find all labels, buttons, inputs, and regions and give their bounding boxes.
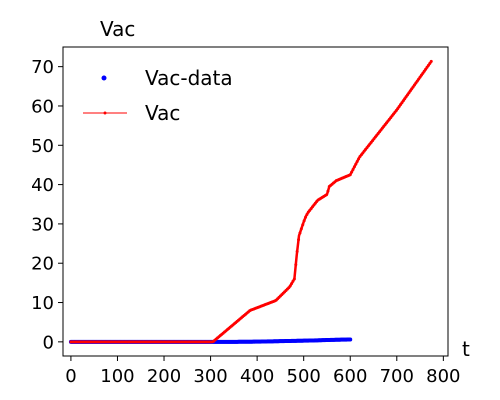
y-axis-ticks: 0 10 20 30 40 50 60 70: [31, 57, 63, 353]
line-marker: [291, 279, 295, 283]
line-marker: [292, 277, 296, 281]
y-tick-label: 0: [43, 332, 54, 353]
x-tick-label: 500: [287, 366, 321, 387]
plot-frame: [62, 46, 449, 357]
x-axis-label: t: [462, 337, 470, 361]
legend-marker-vac-data: [101, 75, 107, 81]
x-tick-label: 200: [147, 366, 181, 387]
line-marker: [304, 215, 308, 219]
x-tick-label: 600: [333, 366, 367, 387]
x-tick-label: 800: [426, 366, 460, 387]
y-axis-label: Vac: [100, 17, 135, 41]
line-marker: [305, 212, 309, 216]
line-marker: [299, 227, 303, 231]
x-axis-ticks: 0 100 200 300 400 500 600 700 800: [65, 356, 461, 387]
y-tick-label: 40: [31, 175, 54, 196]
x-tick-label: 0: [65, 366, 76, 387]
line-marker: [295, 249, 299, 253]
line-marker: [290, 282, 294, 286]
y-tick-label: 10: [31, 293, 54, 314]
line-marker: [429, 59, 433, 63]
y-tick-label: 30: [31, 214, 54, 235]
line-marker: [352, 165, 356, 169]
line-marker: [297, 238, 301, 242]
y-tick-label: 50: [31, 136, 54, 157]
series-line: [70, 60, 433, 344]
line-marker: [354, 162, 358, 166]
series-vac: [69, 59, 433, 344]
x-tick-label: 400: [240, 366, 274, 387]
line-marker: [348, 173, 352, 177]
series-layer: [68, 59, 433, 344]
line-marker: [294, 263, 298, 267]
line-marker: [350, 170, 354, 174]
line-marker: [288, 284, 292, 288]
legend: Vac-data Vac: [83, 66, 233, 125]
legend-label-vac-data: Vac-data: [145, 66, 233, 90]
legend-marker-vac: [103, 111, 107, 115]
legend-label-vac: Vac: [145, 101, 180, 125]
line-marker: [324, 193, 328, 197]
y-tick-label: 70: [31, 57, 54, 78]
plot-border: [62, 46, 449, 357]
line-marker: [301, 223, 305, 227]
line-marker: [298, 231, 302, 235]
line-marker: [302, 219, 306, 223]
line-marker: [351, 167, 355, 171]
y-tick-label: 60: [31, 96, 54, 117]
x-tick-label: 300: [193, 366, 227, 387]
x-tick-label: 700: [380, 366, 414, 387]
y-tick-label: 20: [31, 254, 54, 275]
x-tick-label: 100: [100, 366, 134, 387]
line-marker: [326, 189, 330, 193]
line-marker: [355, 159, 359, 163]
data-point: [348, 337, 353, 342]
line-marker: [357, 157, 361, 161]
